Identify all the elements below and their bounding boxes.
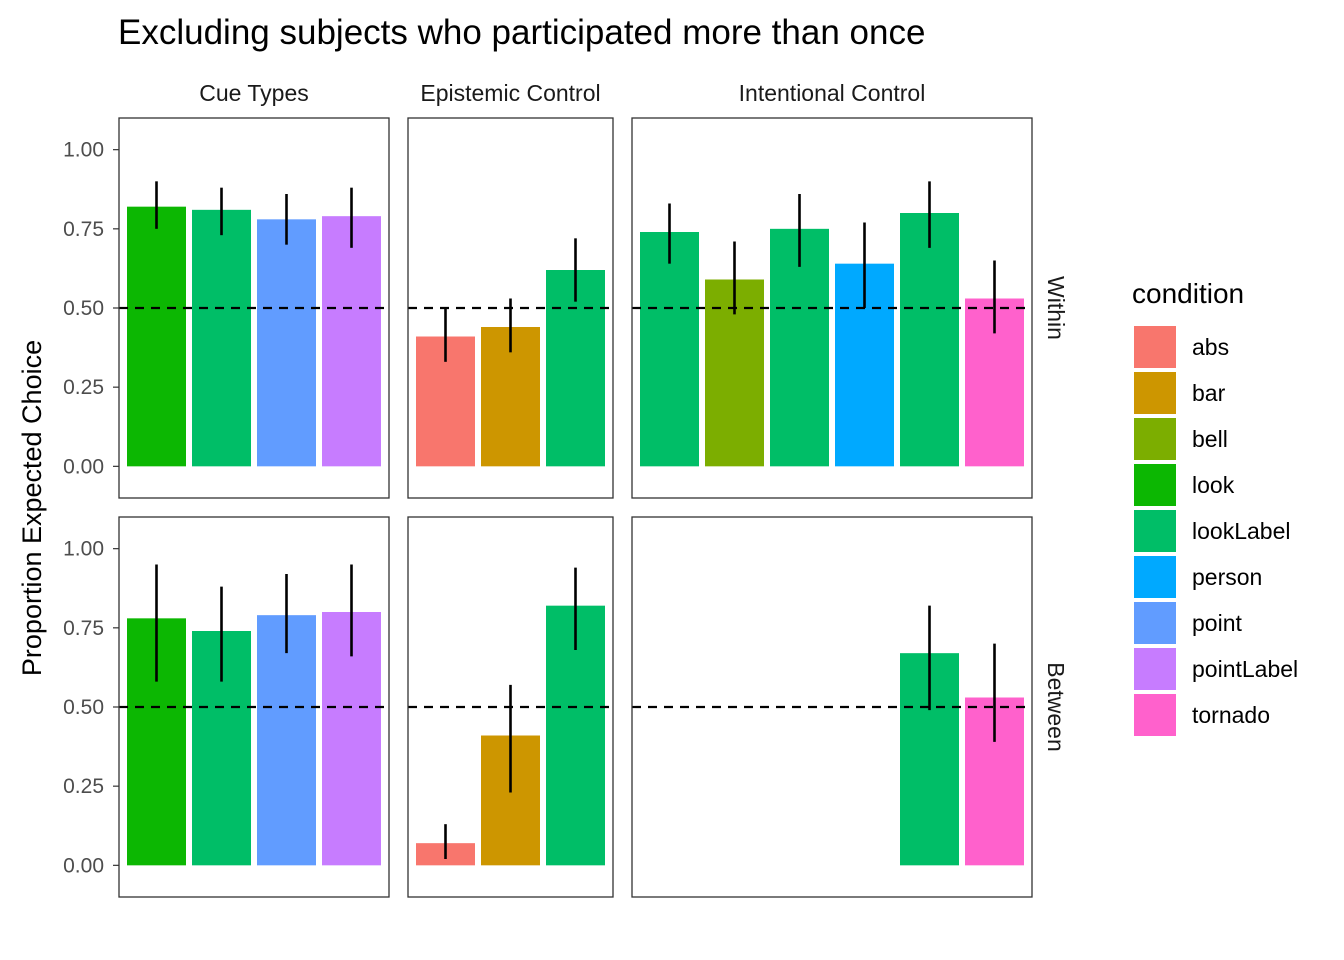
legend-item-abs: abs — [1134, 326, 1229, 368]
y-tick-label: 0.75 — [63, 218, 104, 241]
legend-swatch — [1134, 464, 1176, 506]
bar-lookLabel — [546, 270, 605, 467]
y-tick-label: 0.25 — [63, 775, 104, 798]
y-tick-label: 0.75 — [63, 617, 104, 640]
legend-item-tornado: tornado — [1134, 694, 1270, 736]
panel-border — [407, 516, 614, 898]
legend-label: lookLabel — [1192, 518, 1290, 544]
legend-swatch — [1134, 694, 1176, 736]
bar-pointLabel — [322, 216, 381, 467]
bar-point — [257, 219, 316, 467]
bar-lookLabel — [770, 228, 829, 467]
facet-strip-label: Epistemic Control — [420, 80, 600, 106]
legend: condition abs bar bell look lookLabel person po… — [1132, 278, 1298, 736]
facet-panel — [118, 516, 390, 898]
legend-item-person: person — [1134, 556, 1262, 598]
panel-border — [407, 117, 614, 499]
panel-border — [118, 117, 390, 499]
legend-swatch — [1134, 648, 1176, 690]
legend-swatch — [1134, 418, 1176, 460]
y-tick-label: 0.25 — [63, 376, 104, 399]
y-tick-label: 0.00 — [63, 854, 104, 877]
legend-swatch — [1134, 372, 1176, 414]
legend-label: point — [1192, 610, 1242, 636]
legend-swatch — [1134, 556, 1176, 598]
legend-swatch — [1134, 326, 1176, 368]
legend-swatch — [1134, 510, 1176, 552]
facet-panel — [631, 516, 1033, 898]
legend-item-look: look — [1134, 464, 1235, 506]
panel-border — [631, 516, 1033, 898]
y-tick-label: 0.00 — [63, 455, 104, 478]
bar-point — [257, 615, 316, 866]
y-tick-label: 1.00 — [63, 139, 104, 162]
facet-panel — [118, 117, 390, 499]
legend-label: person — [1192, 564, 1262, 590]
y-tick-label: 1.00 — [63, 538, 104, 561]
legend-item-lookLabel: lookLabel — [1134, 510, 1290, 552]
legend-swatch — [1134, 602, 1176, 644]
legend-item-bell: bell — [1134, 418, 1228, 460]
panel-border — [631, 117, 1033, 499]
bar-lookLabel — [900, 213, 959, 467]
panel-border — [118, 516, 390, 898]
plot-area: Cue Types Epistemic Control Intentional Co… — [63, 80, 1069, 898]
facet-row-label: Within — [1043, 276, 1069, 340]
y-axis-label: Proportion Expected Choice — [17, 340, 47, 676]
chart-title: Excluding subjects who participated more… — [118, 13, 925, 52]
legend-label: bell — [1192, 426, 1228, 452]
y-tick-label: 0.50 — [63, 696, 104, 719]
bar-lookLabel — [192, 209, 251, 467]
legend-label: look — [1192, 472, 1235, 498]
facet-panel — [407, 117, 614, 499]
bar-look — [127, 206, 186, 467]
bar-lookLabel — [640, 232, 699, 467]
legend-label: abs — [1192, 334, 1229, 360]
legend-label: tornado — [1192, 702, 1270, 728]
legend-label: pointLabel — [1192, 656, 1298, 682]
legend-item-bar: bar — [1134, 372, 1226, 414]
facet-panel — [631, 117, 1033, 499]
y-tick-label: 0.50 — [63, 297, 104, 320]
facet-row-label: Between — [1043, 662, 1069, 752]
legend-title: condition — [1132, 278, 1244, 309]
facet-strip-label: Cue Types — [199, 80, 309, 106]
legend-item-point: point — [1134, 602, 1242, 644]
facet-panel — [407, 516, 614, 898]
facet-strip-label: Intentional Control — [739, 80, 926, 106]
legend-label: bar — [1192, 380, 1226, 406]
legend-item-pointLabel: pointLabel — [1134, 648, 1298, 690]
